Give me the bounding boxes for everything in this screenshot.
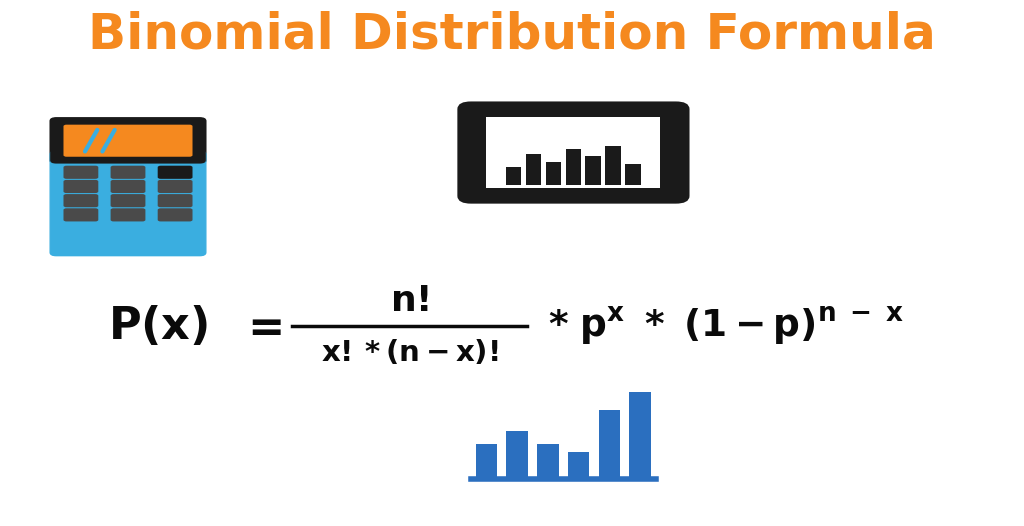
FancyBboxPatch shape — [111, 166, 145, 179]
Bar — [565, 149, 582, 186]
Bar — [537, 444, 559, 479]
Bar — [605, 146, 622, 186]
Bar — [525, 154, 542, 186]
Bar — [629, 392, 651, 479]
FancyBboxPatch shape — [63, 166, 98, 179]
Bar — [567, 452, 590, 479]
Bar — [598, 410, 621, 479]
FancyBboxPatch shape — [63, 208, 98, 221]
FancyBboxPatch shape — [63, 125, 193, 157]
FancyBboxPatch shape — [50, 151, 206, 256]
FancyBboxPatch shape — [111, 194, 145, 207]
Bar — [506, 167, 521, 186]
FancyBboxPatch shape — [63, 194, 98, 207]
FancyBboxPatch shape — [158, 180, 193, 193]
Bar — [586, 157, 601, 186]
FancyBboxPatch shape — [50, 118, 206, 164]
FancyBboxPatch shape — [111, 208, 145, 221]
Bar — [486, 117, 660, 188]
FancyBboxPatch shape — [111, 180, 145, 193]
FancyBboxPatch shape — [63, 180, 98, 193]
Text: Binomial Distribution Formula: Binomial Distribution Formula — [88, 10, 936, 58]
Bar — [506, 431, 528, 479]
FancyBboxPatch shape — [158, 166, 193, 179]
FancyBboxPatch shape — [50, 118, 206, 164]
Text: $\bf{P(x)}$: $\bf{P(x)}$ — [108, 304, 208, 348]
Bar — [475, 444, 498, 479]
Bar — [546, 162, 561, 186]
Text: $\bf{* \ p^x \ * \ (1 - p)^{n \ - \ x}}$: $\bf{* \ p^x \ * \ (1 - p)^{n \ - \ x}}$ — [548, 305, 903, 347]
Text: $\bf{n!}$: $\bf{n!}$ — [390, 284, 429, 318]
Text: $\bf{=}$: $\bf{=}$ — [240, 305, 283, 348]
FancyBboxPatch shape — [158, 208, 193, 221]
Bar — [626, 164, 641, 186]
Text: $\bf{x! * (n - x)!}$: $\bf{x! * (n - x)!}$ — [321, 338, 499, 367]
FancyBboxPatch shape — [158, 194, 193, 207]
FancyBboxPatch shape — [459, 103, 688, 203]
